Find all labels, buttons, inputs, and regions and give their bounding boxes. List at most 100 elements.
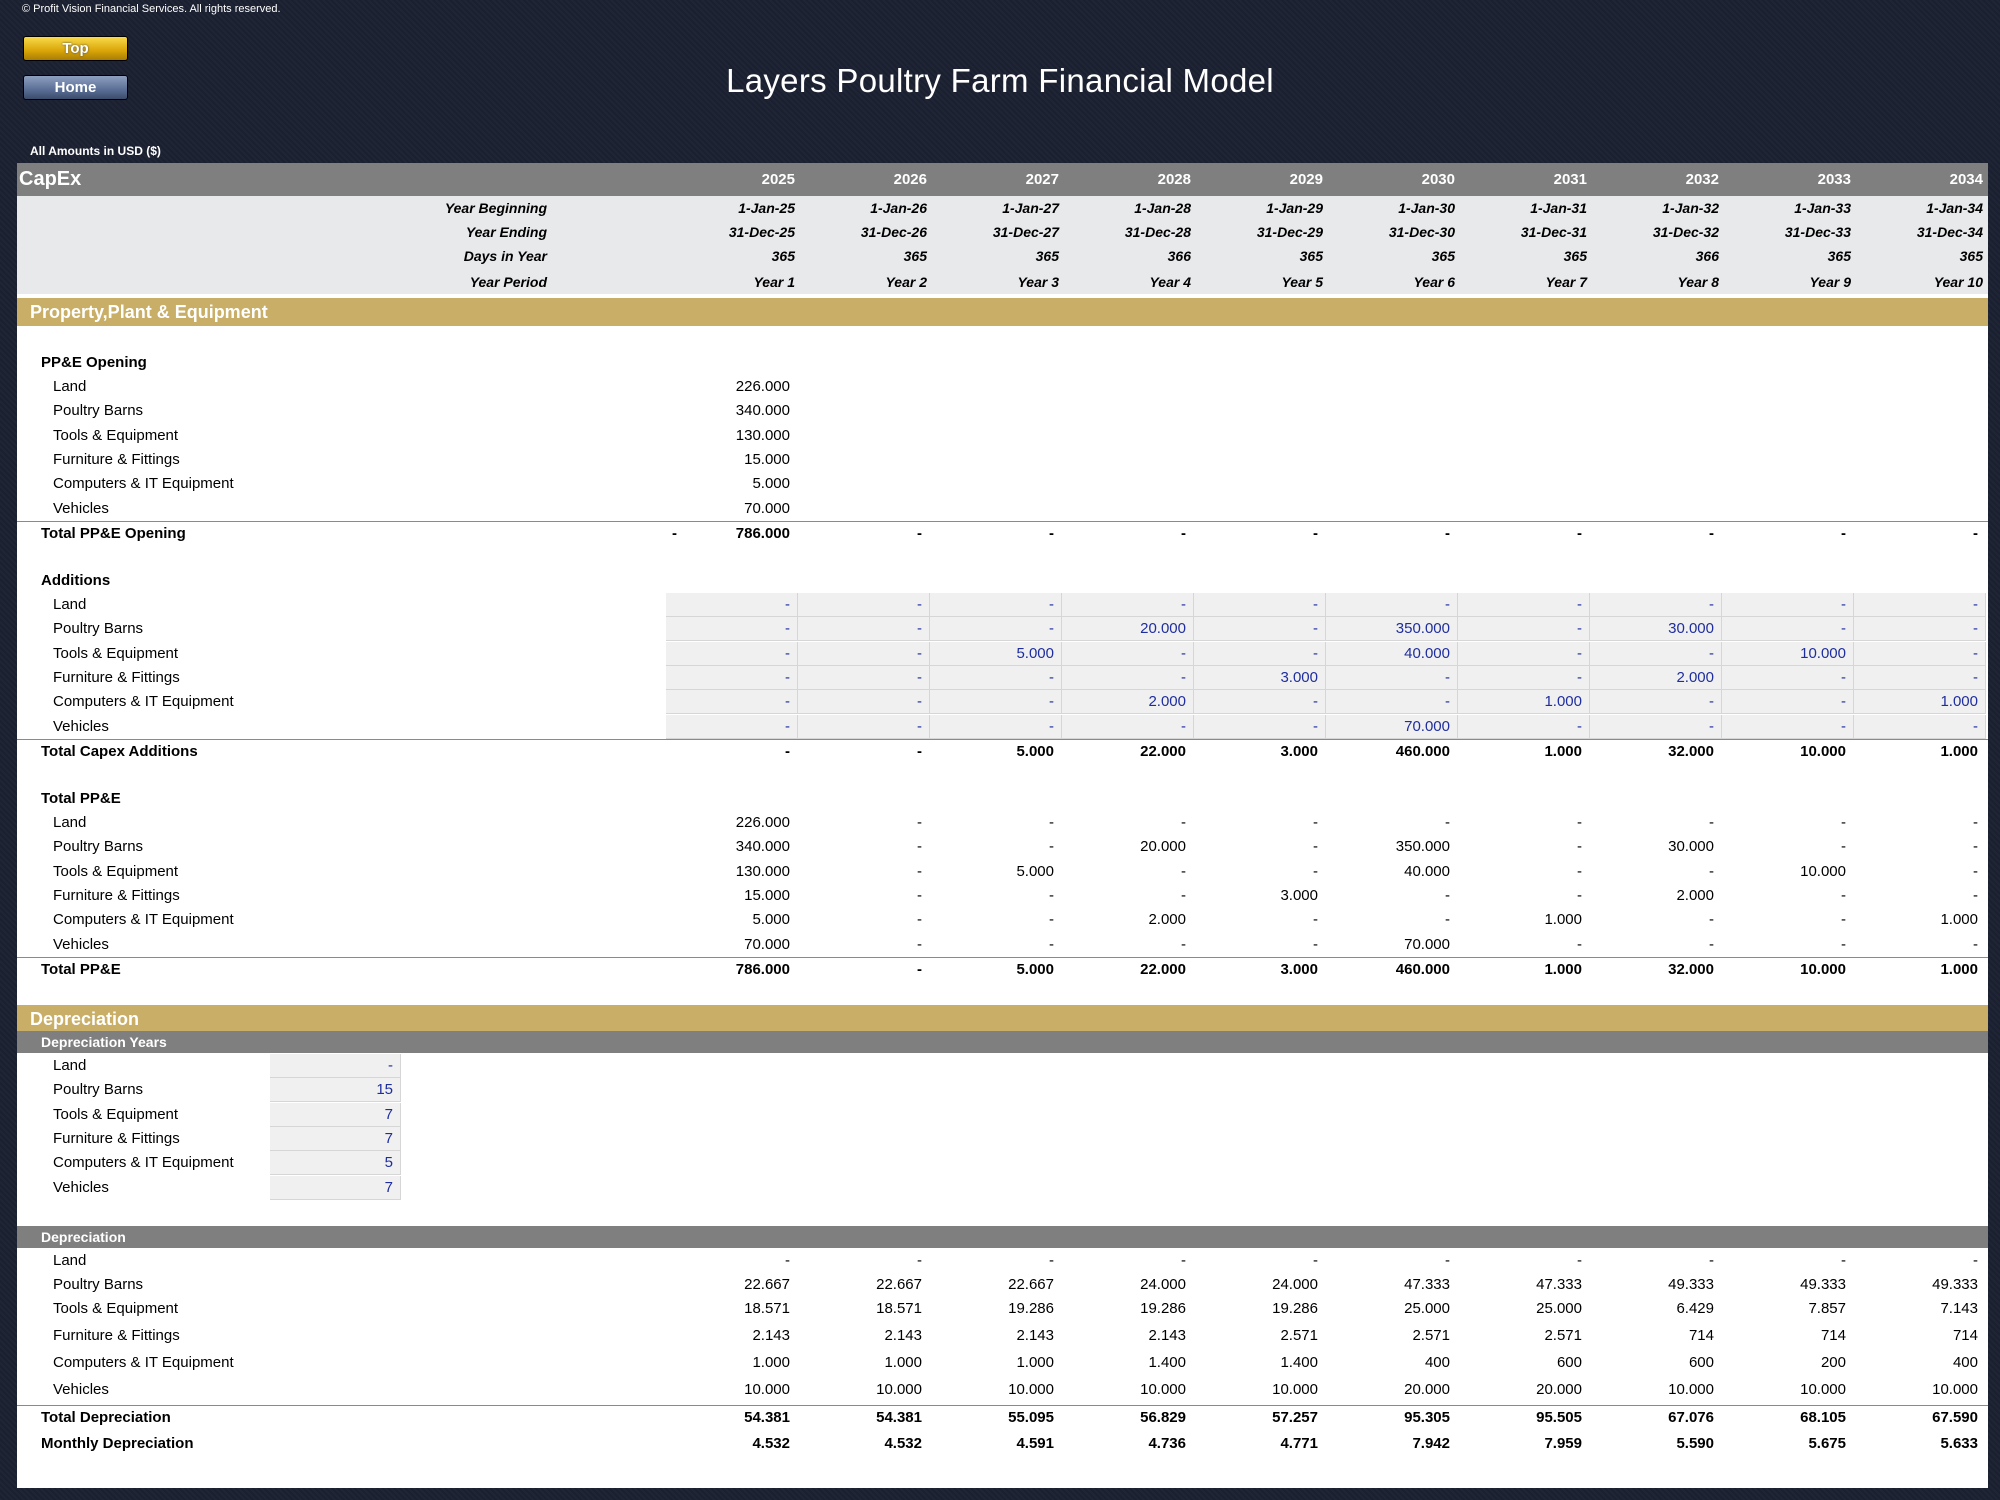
input-cell[interactable]: - <box>270 1054 401 1078</box>
value-cell: 2.000 <box>1148 911 1186 929</box>
input-cell[interactable]: 1.000 <box>1458 690 1590 715</box>
top-button[interactable]: Top <box>23 36 128 61</box>
input-cell[interactable]: - <box>1194 690 1326 715</box>
input-cell[interactable]: - <box>1062 641 1194 666</box>
input-cell[interactable]: 70.000 <box>1326 714 1458 739</box>
value-cell: 70.000 <box>1404 935 1450 953</box>
input-cell[interactable]: - <box>1722 617 1854 642</box>
input-cell[interactable]: - <box>930 665 1062 690</box>
year-header: 2031 <box>1553 171 1587 188</box>
input-cell[interactable]: - <box>1590 690 1722 715</box>
value-cell: 10.000 <box>1008 1381 1054 1398</box>
timeline-value: Year 6 <box>1413 274 1455 290</box>
input-cell[interactable]: 7 <box>270 1102 401 1127</box>
input-cell[interactable]: - <box>798 641 930 666</box>
timeline-value: 1-Jan-34 <box>1926 200 1983 216</box>
input-cell[interactable]: - <box>1854 617 1986 642</box>
value-cell: 340.000 <box>735 402 790 420</box>
input-cell[interactable]: - <box>1458 714 1590 739</box>
value-cell: - <box>1709 935 1714 953</box>
input-cell[interactable]: - <box>1458 593 1590 617</box>
value-cell: 70.000 <box>744 935 790 953</box>
input-cell[interactable]: 5 <box>270 1151 401 1176</box>
input-cell[interactable]: - <box>1854 593 1986 617</box>
value-cell: 22.000 <box>1140 743 1186 760</box>
input-cell[interactable]: 40.000 <box>1326 641 1458 666</box>
input-cell[interactable]: 10.000 <box>1722 641 1854 666</box>
input-cell[interactable]: - <box>1722 714 1854 739</box>
year-header-row: CapEx 2025 2026 2027 2028 2029 2030 2031 2032 203… <box>17 163 1988 196</box>
input-cell[interactable]: - <box>1194 714 1326 739</box>
input-cell[interactable]: 350.000 <box>1326 617 1458 642</box>
input-cell[interactable]: - <box>1722 593 1854 617</box>
input-cell[interactable]: - <box>930 714 1062 739</box>
value-cell: 3.000 <box>1280 886 1318 904</box>
input-cell[interactable]: - <box>666 641 798 666</box>
input-cell[interactable]: - <box>1590 714 1722 739</box>
input-cell[interactable]: - <box>1854 665 1986 690</box>
input-cell[interactable]: - <box>798 714 930 739</box>
input-cell[interactable]: - <box>1062 665 1194 690</box>
input-cell[interactable]: - <box>1458 617 1590 642</box>
input-cell[interactable]: - <box>1194 641 1326 666</box>
value-cell: - <box>1577 862 1582 880</box>
input-cell[interactable]: - <box>1326 665 1458 690</box>
depreciation-row: Tools & Equipment 18.571 18.571 19.286 19.28… <box>17 1297 1988 1321</box>
value-cell: - <box>1577 1252 1582 1269</box>
input-cell[interactable]: - <box>666 617 798 642</box>
value-cell: 786.000 <box>735 961 790 978</box>
input-cell[interactable]: - <box>1722 665 1854 690</box>
input-cell[interactable]: - <box>666 593 798 617</box>
input-cell[interactable]: 30.000 <box>1590 617 1722 642</box>
depreciation-heading-row: Depreciation <box>17 1226 1988 1248</box>
input-cell[interactable]: - <box>798 593 930 617</box>
input-cell[interactable]: - <box>1194 617 1326 642</box>
input-cell[interactable]: - <box>666 665 798 690</box>
value-cell: - <box>1577 814 1582 831</box>
row-label: Poultry Barns <box>53 402 144 420</box>
input-cell[interactable]: 2.000 <box>1590 665 1722 690</box>
timeline-value: 31-Dec-29 <box>1256 224 1323 240</box>
value-cell: 15.000 <box>744 886 790 904</box>
input-cell[interactable]: 1.000 <box>1854 690 1986 715</box>
input-cell[interactable]: - <box>798 690 930 715</box>
year-header: 2027 <box>1025 171 1059 188</box>
input-cell[interactable]: 20.000 <box>1062 617 1194 642</box>
input-cell[interactable]: - <box>1590 641 1722 666</box>
value-cell: 400 <box>1952 1354 1978 1371</box>
input-cell[interactable]: - <box>930 593 1062 617</box>
input-cell[interactable]: - <box>1854 714 1986 739</box>
input-cell[interactable]: 5.000 <box>930 641 1062 666</box>
input-cell[interactable]: 7 <box>270 1175 401 1200</box>
input-cell[interactable]: - <box>930 690 1062 715</box>
input-cell[interactable]: - <box>1326 690 1458 715</box>
input-cell[interactable]: - <box>1326 593 1458 617</box>
input-cell[interactable]: - <box>798 665 930 690</box>
value-cell: - <box>917 525 922 542</box>
timeline-value: Year 5 <box>1281 274 1323 290</box>
input-cell[interactable]: - <box>1458 665 1590 690</box>
input-cell[interactable]: - <box>1194 593 1326 617</box>
year-header: 2025 <box>761 171 795 188</box>
row-label: Furniture & Fittings <box>53 886 180 904</box>
input-cell[interactable]: - <box>1062 593 1194 617</box>
value-cell: 55.095 <box>1008 1409 1054 1426</box>
input-cell[interactable]: - <box>1854 641 1986 666</box>
input-cell[interactable]: 15 <box>270 1078 401 1103</box>
input-cell[interactable]: - <box>798 617 930 642</box>
input-cell[interactable]: - <box>666 714 798 739</box>
input-cell[interactable]: 2.000 <box>1062 690 1194 715</box>
input-cell[interactable]: - <box>1062 714 1194 739</box>
value-cell: - <box>1313 911 1318 929</box>
input-cell[interactable]: - <box>1590 593 1722 617</box>
timeline-value: 31-Dec-34 <box>1916 224 1983 240</box>
input-cell[interactable]: 7 <box>270 1126 401 1151</box>
input-cell[interactable]: - <box>666 690 798 715</box>
home-button[interactable]: Home <box>23 75 128 100</box>
depreciation-row: Furniture & Fittings 2.143 2.143 2.143 2.143… <box>17 1324 1988 1348</box>
timeline-value: 1-Jan-30 <box>1398 200 1455 216</box>
input-cell[interactable]: - <box>1458 641 1590 666</box>
input-cell[interactable]: - <box>1722 690 1854 715</box>
input-cell[interactable]: 3.000 <box>1194 665 1326 690</box>
input-cell[interactable]: - <box>930 617 1062 642</box>
